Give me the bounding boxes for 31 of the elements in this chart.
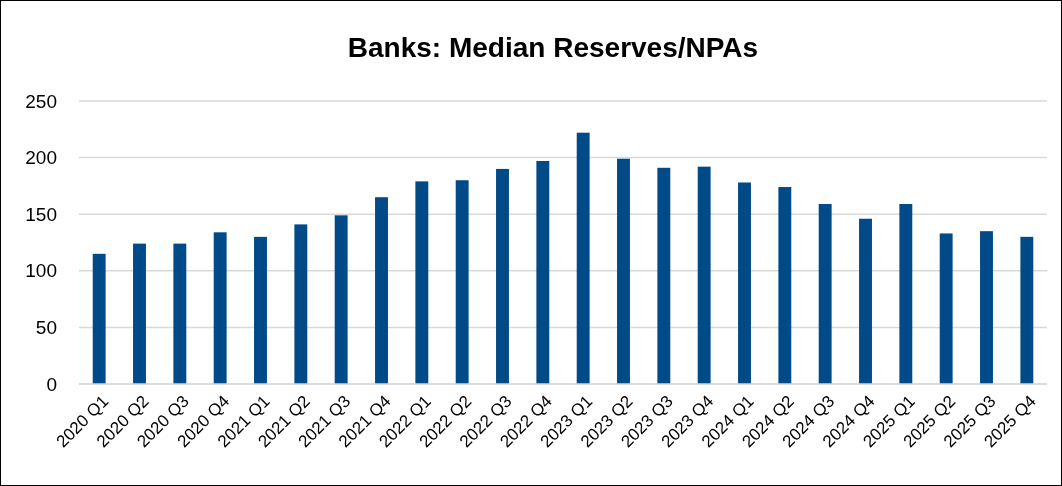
bar: [213, 232, 227, 384]
bar: [334, 215, 348, 384]
bar: [455, 180, 469, 384]
bar: [617, 158, 630, 384]
bar: [576, 132, 590, 384]
y-tick-label: 250: [25, 90, 57, 112]
bar: [92, 253, 106, 384]
chart-title: Banks: Median Reserves/NPAs: [347, 32, 759, 63]
bar: [254, 236, 267, 384]
bar: [738, 182, 751, 384]
bar: [496, 168, 509, 384]
bar: [657, 167, 671, 384]
bar: [980, 231, 993, 384]
bar: [697, 166, 711, 384]
y-tick-label: 150: [25, 203, 57, 225]
bar: [294, 224, 308, 384]
bar: [133, 243, 146, 384]
bar: [778, 187, 792, 384]
bar: [899, 204, 913, 384]
bar: [415, 181, 429, 384]
y-tick-label: 50: [35, 317, 57, 339]
bar: [859, 218, 872, 384]
bar: [536, 161, 550, 384]
bar: [375, 197, 388, 384]
y-tick-label: 0: [46, 373, 57, 395]
y-tick-label: 100: [25, 260, 57, 282]
bar: [173, 243, 187, 384]
bar: [939, 233, 953, 384]
bar: [818, 204, 832, 384]
y-tick-label: 200: [25, 147, 57, 169]
bar: [1020, 236, 1034, 384]
